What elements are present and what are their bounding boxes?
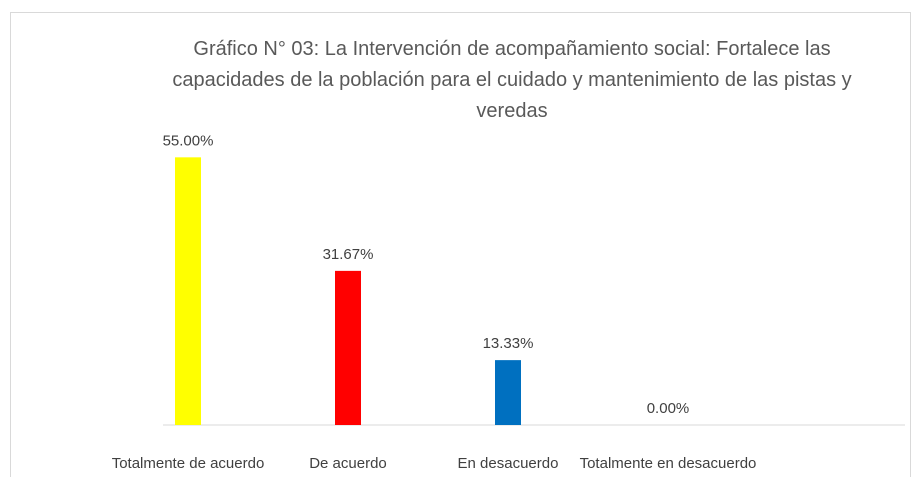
bar xyxy=(175,157,201,426)
chart-frame xyxy=(10,12,911,477)
value-label: 13.33% xyxy=(483,335,534,352)
value-label: 55.00% xyxy=(163,132,214,149)
x-tick-label: Totalmente en desacuerdo xyxy=(580,455,757,472)
value-label: 31.67% xyxy=(323,246,374,263)
chart-title: Gráfico N° 03: La Intervención de acompa… xyxy=(172,38,852,122)
x-tick-label: Totalmente de acuerdo xyxy=(112,455,265,472)
x-tick-label: En desacuerdo xyxy=(458,455,559,472)
value-label: 0.00% xyxy=(647,400,690,417)
x-tick-label: De acuerdo xyxy=(309,455,387,472)
bar xyxy=(495,360,521,425)
bar xyxy=(335,270,361,425)
